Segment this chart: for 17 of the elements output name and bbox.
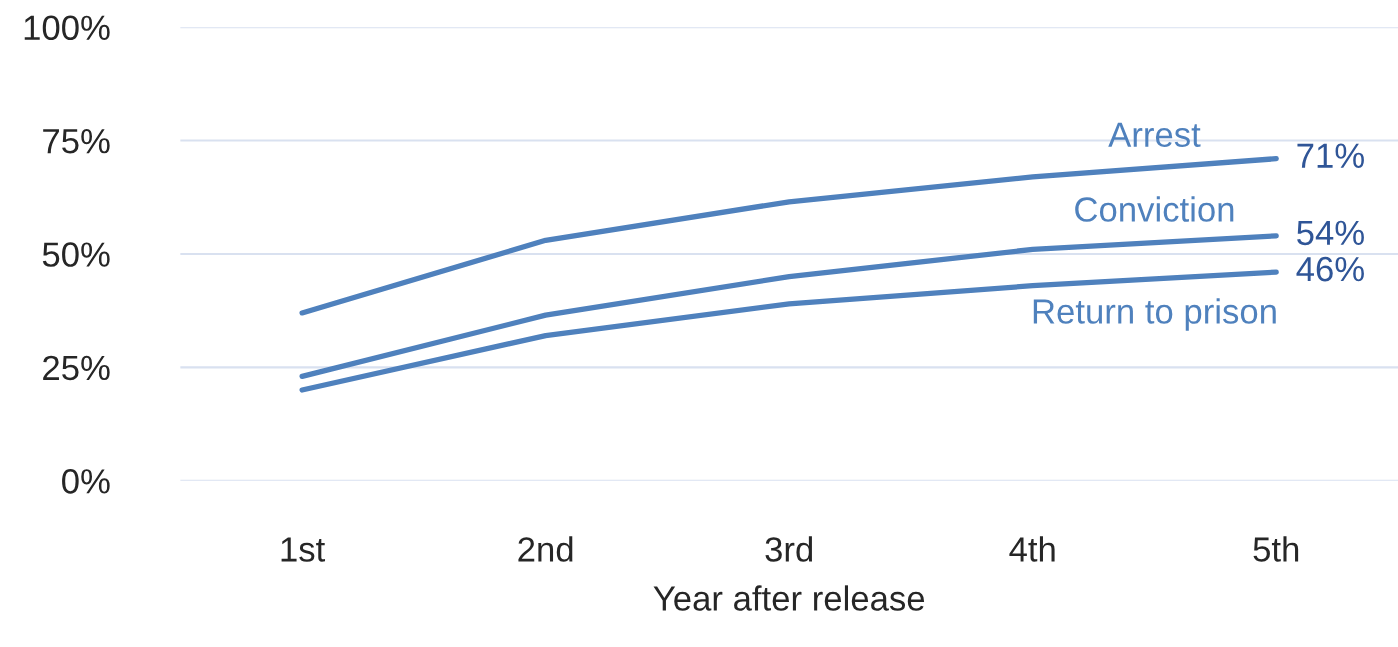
series-label: Arrest <box>1108 122 1201 148</box>
y-tick-label: 100% <box>24 15 110 41</box>
data-label: 71% <box>1297 143 1364 168</box>
data-label: 46% <box>1296 256 1364 282</box>
y-tick-label: 0% <box>62 469 110 494</box>
x-tick-label: 3rd <box>765 536 813 562</box>
x-tick-label: 1st <box>281 537 326 562</box>
x-tick-label: 5th <box>1253 536 1299 562</box>
y-tick-label: 25% <box>43 355 110 381</box>
x-tick-label: 4th <box>1009 536 1055 562</box>
series-label: Conviction <box>1075 196 1234 222</box>
data-label: 54% <box>1297 220 1364 246</box>
x-tick-label: 2nd <box>518 536 573 562</box>
y-tick-label: 50% <box>42 242 110 267</box>
y-tick-label: 75% <box>43 129 110 154</box>
x-axis-title: Year after release <box>653 585 925 611</box>
series-label: Return to prison <box>1033 298 1276 331</box>
